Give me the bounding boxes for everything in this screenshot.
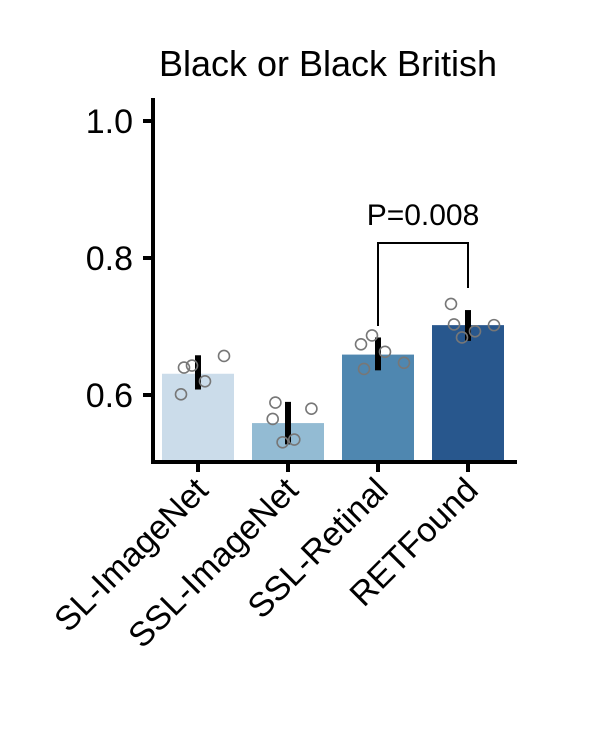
data-point-ssl-retinal	[378, 345, 392, 359]
data-point-ssl-retinal	[354, 338, 368, 351]
y-tick-label: 1.0	[86, 103, 133, 141]
data-point-ssl-imagenet	[276, 435, 289, 449]
bar-retfound	[432, 325, 504, 462]
data-point-ssl-imagenet	[266, 412, 280, 426]
y-tick-label: 0.6	[86, 377, 133, 415]
data-point-sl-imagenet	[217, 349, 231, 363]
chart-title: Black or Black British	[159, 43, 497, 84]
data-point-ssl-retinal	[357, 362, 371, 376]
x-tick-label-sl-imagenet: SL-ImageNet	[47, 470, 216, 639]
data-point-ssl-imagenet	[269, 396, 282, 409]
annotation-layer: P=0.008	[367, 199, 480, 326]
data-point-retfound	[455, 331, 469, 344]
data-point-ssl-imagenet	[287, 433, 301, 446]
data-point-sl-imagenet	[198, 374, 212, 388]
data-point-ssl-retinal	[397, 356, 411, 370]
data-point-ssl-retinal	[365, 329, 379, 342]
data-point-sl-imagenet	[174, 388, 188, 401]
significance-bracket	[377, 242, 469, 326]
data-point-retfound	[447, 318, 461, 331]
y-tick-label: 0.8	[86, 240, 133, 278]
bar-ssl-retinal	[342, 354, 414, 462]
data-point-retfound	[444, 297, 458, 311]
data-point-retfound	[487, 318, 501, 332]
points-layer	[174, 297, 501, 449]
error-bars-layer	[195, 310, 471, 445]
data-point-sl-imagenet	[177, 361, 191, 374]
data-point-ssl-imagenet	[305, 402, 318, 416]
bars-layer	[162, 325, 504, 462]
p-value-label: P=0.008	[367, 199, 480, 232]
data-point-retfound	[468, 324, 482, 338]
data-point-sl-imagenet	[185, 359, 199, 372]
